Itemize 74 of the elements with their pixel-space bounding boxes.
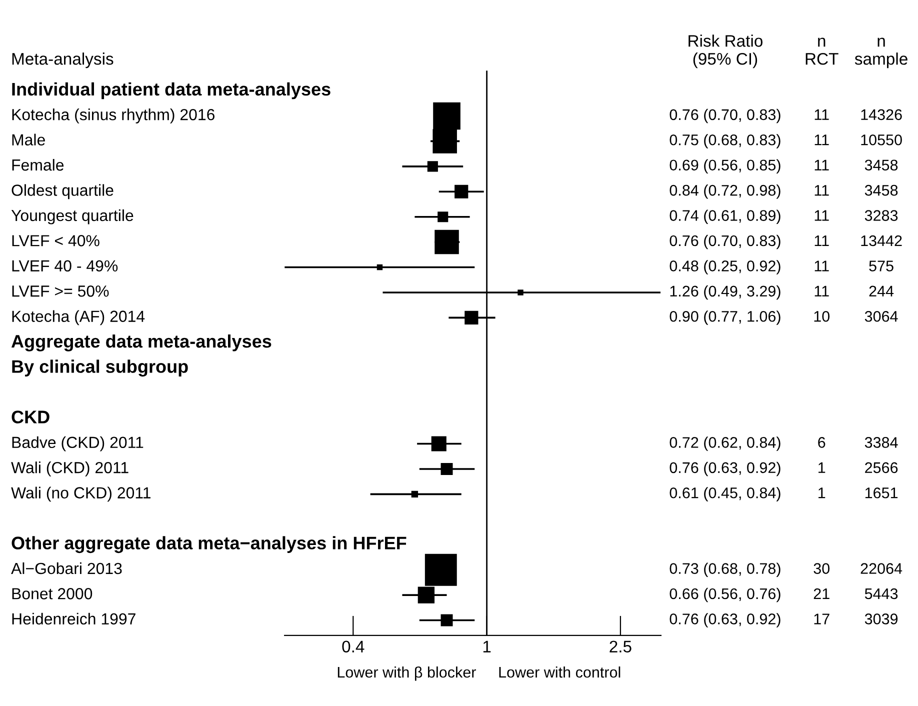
y-tick-label: LVEF 40 - 49%: [12, 260, 118, 272]
x-tick-label: 2.5: [610, 640, 632, 653]
text: 30: [814, 563, 830, 574]
text: 3039: [864, 614, 898, 624]
text: 6: [818, 437, 826, 448]
text: 11: [814, 210, 829, 221]
y-tick-label: CKD: [12, 410, 50, 424]
text: 3458: [864, 160, 898, 171]
y-tick-label: Aggregate data meta-analyses: [11, 334, 272, 352]
text: 11: [814, 134, 829, 146]
text: 22064: [860, 563, 902, 574]
text: 3064: [864, 310, 898, 322]
data-label: 0.84 (0.72, 0.98): [670, 184, 780, 199]
text: 13442: [861, 235, 902, 246]
text: Risk Ratio (95% CI): [688, 34, 762, 68]
text: n sample: [854, 38, 908, 68]
y-tick-label: Oldest quartile: [12, 184, 114, 200]
y-tick-label: LVEF >= 50%: [12, 285, 109, 297]
text: 21: [814, 588, 830, 600]
y-tick-label: Kotecha (AF) 2014: [12, 310, 145, 326]
y-tick-label: Kotecha (sinus rhythm) 2016: [12, 108, 215, 124]
data-label: 0.73 (0.68, 0.78): [670, 562, 780, 577]
y-tick-label: Female: [12, 158, 64, 171]
text: 11: [814, 109, 829, 120]
x-tick-label: 0.4: [342, 640, 364, 653]
y-tick-label: Male: [12, 134, 45, 146]
y-tick-label: Bonet 2000: [12, 588, 92, 600]
text: 575: [869, 260, 894, 272]
text: 1651: [865, 487, 898, 498]
text: 1: [818, 488, 826, 498]
data-label: 0.72 (0.62, 0.84): [670, 436, 780, 451]
data-label: 0.76 (0.63, 0.92): [670, 462, 780, 476]
text: 11: [814, 185, 829, 196]
text: 3384: [864, 437, 898, 448]
text: 10: [814, 310, 830, 322]
text: 2566: [865, 462, 898, 474]
data-label: 0.66 (0.56, 0.76): [670, 588, 780, 602]
text: Lower with β blocker: [338, 666, 476, 681]
text: 1: [818, 462, 826, 473]
text: 3283: [864, 210, 898, 221]
text: 244: [869, 286, 894, 296]
y-tick-label: Badve (CKD) 2011: [12, 436, 144, 452]
data-label: 1.26 (0.49, 3.29): [670, 285, 780, 300]
text: 14326: [861, 109, 902, 120]
data-label: 0.75 (0.68, 0.83): [670, 134, 780, 148]
data-label: 0.76 (0.70, 0.83): [670, 108, 780, 124]
text: 10550: [861, 134, 902, 146]
x-tick-label: 1: [483, 640, 491, 652]
data-label: 0.90 (0.77, 1.06): [670, 310, 780, 325]
data-label: 0.69 (0.56, 0.85): [670, 159, 780, 174]
text: 3458: [864, 184, 898, 196]
y-tick-label: Other aggregate data meta−analyses in HFrEF: [12, 536, 406, 554]
y-tick-label: By clinical subgroup: [12, 360, 188, 377]
text: Lower with control: [499, 666, 620, 678]
y-tick-label: Wali (no CKD) 2011: [11, 486, 150, 502]
text: Meta-analysis: [12, 52, 114, 68]
data-label: 0.74 (0.61, 0.89): [670, 210, 780, 224]
data-label: 0.76 (0.70, 0.83): [670, 234, 780, 250]
y-tick-label: LVEF < 40%: [12, 235, 100, 246]
y-tick-label: Individual patient data meta-analyses: [12, 82, 330, 100]
data-label: 0.76 (0.63, 0.92): [670, 613, 780, 628]
data-label: 0.61 (0.45, 0.84): [670, 487, 780, 502]
text: 5443: [864, 588, 898, 600]
text: 17: [814, 614, 830, 624]
y-tick-label: Youngest quartile: [11, 209, 134, 224]
y-tick-label: Heidenreich 1997: [12, 612, 136, 625]
y-tick-label: Wali (CKD) 2011: [11, 462, 128, 476]
text: 11: [814, 260, 829, 272]
y-tick-label: Al−Gobari 2013: [11, 562, 122, 574]
text: 11: [814, 235, 829, 246]
text: n RCT: [806, 38, 838, 65]
data-label: 0.48 (0.25, 0.92): [670, 260, 780, 274]
text: 11: [814, 286, 829, 296]
text: 11: [814, 160, 829, 170]
